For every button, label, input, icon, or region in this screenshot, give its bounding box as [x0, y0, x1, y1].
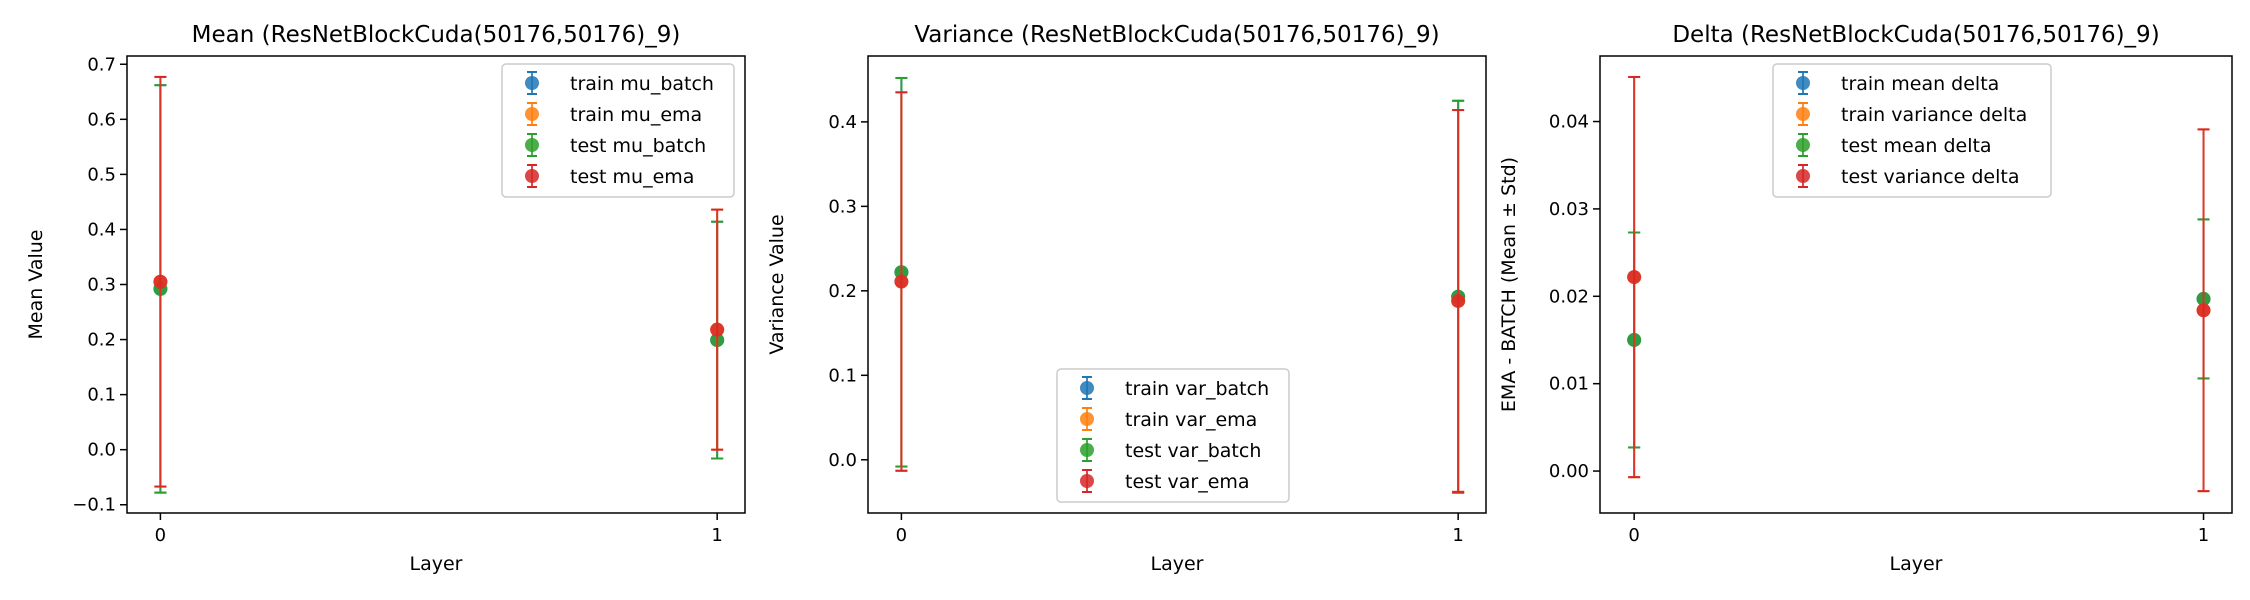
legend-label: test variance delta [1841, 166, 2020, 188]
legend-label: train mu_ema [570, 104, 702, 126]
y-tick-label: 0.3 [87, 275, 116, 296]
y-tick-label: 0.2 [87, 330, 116, 351]
y-tick-label: 0.6 [87, 109, 116, 130]
y-tick-label: 0.03 [1549, 199, 1589, 220]
series-test-mean-delta [1627, 218, 2211, 449]
legend-item: train mu_ema [525, 102, 702, 126]
y-tick-label: 0.04 [1549, 112, 1589, 133]
legend-marker [1796, 138, 1810, 152]
chart-panel-1: Mean (ResNetBlockCuda(50176,50176)_9) −0.… [25, 22, 746, 575]
y-tick-label: 0.2 [828, 281, 857, 302]
series-group [1627, 75, 2211, 493]
series-test-mu-ema [153, 75, 725, 488]
x-tick-label: 0 [1628, 525, 1639, 546]
legend-label: train var_ema [1125, 409, 1257, 431]
series-test-variance-delta [1627, 75, 2211, 493]
y-axis-label: EMA - BATCH (Mean ± Std) [1498, 157, 1520, 412]
legend-label: test mu_batch [570, 135, 706, 157]
y-axis-label: Mean Value [25, 230, 47, 340]
y-tick-label: 0.1 [87, 385, 116, 406]
legend-item: train mu_batch [525, 71, 714, 95]
series-train-mean-delta [1627, 218, 2211, 449]
legend-marker [1796, 169, 1810, 183]
series-group [894, 76, 1466, 494]
legend-item: test var_batch [1080, 438, 1261, 462]
chart-title: Delta (ResNetBlockCuda(50176,50176)_9) [1672, 22, 2159, 48]
legend-label: train mu_batch [570, 73, 714, 95]
axes-frame [1599, 55, 2233, 514]
data-point [2196, 303, 2211, 318]
y-axis-label: Variance Value [766, 214, 788, 354]
data-point [1451, 293, 1466, 308]
legend-label: test var_ema [1125, 471, 1250, 493]
y-tick-label: −0.1 [72, 495, 116, 516]
legend-item: train var_batch [1080, 376, 1269, 400]
legend-label: test mu_ema [570, 166, 694, 188]
legend-item: train variance delta [1796, 102, 2027, 126]
legend-label: train var_batch [1125, 378, 1269, 400]
x-tick-label: 0 [896, 525, 907, 546]
legend-frame [1056, 368, 1290, 503]
legend-marker [1080, 474, 1094, 488]
legend-item: train var_ema [1080, 407, 1257, 431]
series-group [153, 75, 725, 494]
legend-item: test mean delta [1796, 133, 1992, 157]
legend-frame [501, 63, 735, 198]
data-point [894, 274, 909, 289]
y-tick-label: 0.7 [87, 54, 116, 75]
legend-marker [1080, 412, 1094, 426]
y-tick-label: 0.02 [1549, 286, 1589, 307]
y-tick-label: 0.00 [1549, 461, 1589, 482]
series-test-var-ema [894, 91, 1466, 493]
legend-marker [1796, 76, 1810, 90]
legend-item: test var_ema [1080, 469, 1250, 493]
y-tick-label: 0.0 [828, 450, 857, 471]
axes-frame [867, 55, 1487, 514]
y-tick-label: 0.01 [1549, 374, 1589, 395]
legend-label: test var_batch [1125, 440, 1261, 462]
x-tick-label: 0 [155, 525, 166, 546]
legend-label: test mean delta [1841, 135, 1992, 157]
data-point [1627, 270, 1642, 285]
x-axis-label: Layer [410, 553, 463, 575]
y-tick-label: 0.4 [828, 112, 857, 133]
chart-panel-2: Variance (ResNetBlockCuda(50176,50176)_9… [766, 22, 1487, 575]
legend-marker [1080, 443, 1094, 457]
legend-marker [525, 138, 539, 152]
legend-frame [1772, 63, 2052, 198]
legend-item: test variance delta [1796, 164, 2020, 188]
x-tick-label: 1 [1452, 525, 1463, 546]
legend-marker [525, 107, 539, 121]
x-tick-label: 1 [711, 525, 722, 546]
y-tick-label: 0.0 [87, 440, 116, 461]
legend-marker [525, 76, 539, 90]
legend-marker [1796, 107, 1810, 121]
data-point [153, 274, 168, 289]
x-axis-label: Layer [1151, 553, 1204, 575]
legend-item: train mean delta [1796, 71, 1999, 95]
legend: train mean delta train variance delta test… [1772, 63, 2052, 198]
y-tick-label: 0.5 [87, 164, 116, 185]
legend-marker [525, 169, 539, 183]
legend-item: test mu_batch [525, 133, 706, 157]
x-axis-label: Layer [1890, 553, 1943, 575]
legend-label: train variance delta [1841, 104, 2027, 126]
chart-panel-3: Delta (ResNetBlockCuda(50176,50176)_9) 0.… [1498, 22, 2233, 575]
legend-marker [1080, 381, 1094, 395]
legend-item: test mu_ema [525, 164, 694, 188]
y-tick-label: 0.1 [828, 365, 857, 386]
data-point [710, 322, 725, 337]
y-tick-label: 0.4 [87, 219, 116, 240]
legend-label: train mean delta [1841, 73, 1999, 95]
y-tick-label: 0.3 [828, 196, 857, 217]
chart-title: Variance (ResNetBlockCuda(50176,50176)_9… [914, 22, 1439, 48]
chart-title: Mean (ResNetBlockCuda(50176,50176)_9) [192, 22, 681, 48]
x-tick-label: 1 [2198, 525, 2209, 546]
